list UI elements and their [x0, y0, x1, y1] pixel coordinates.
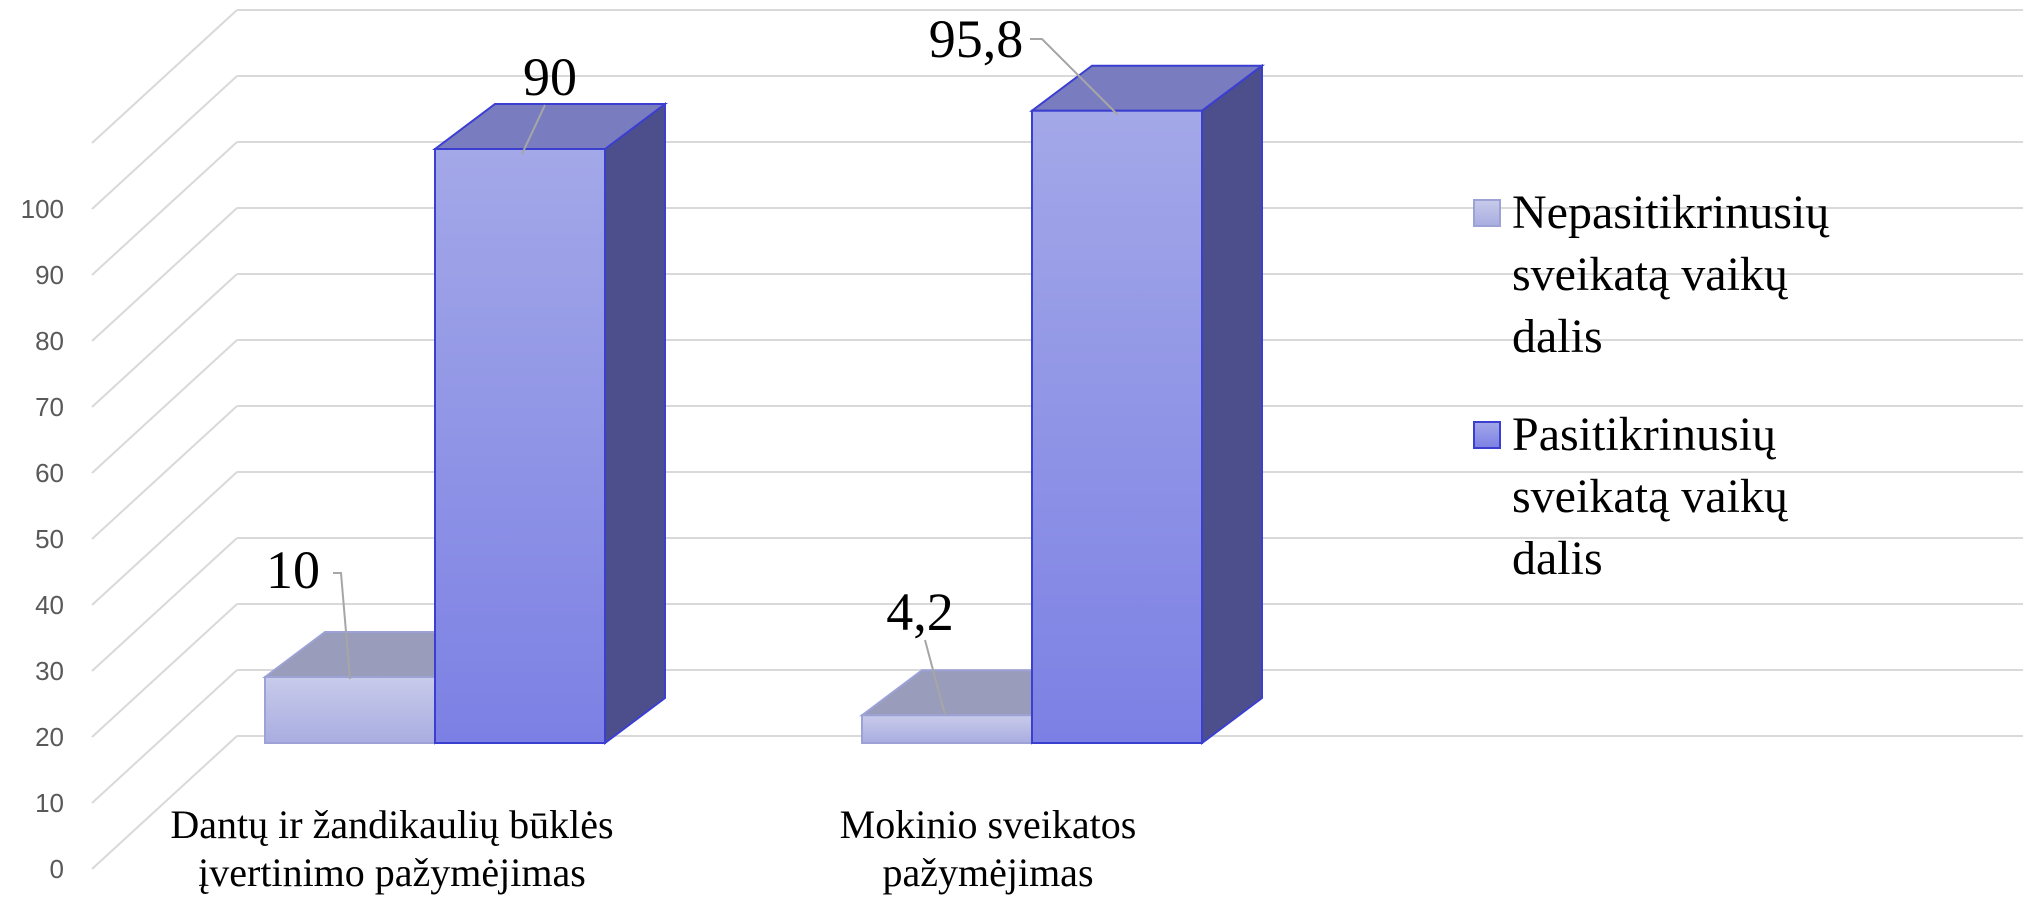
y-tick-label: 100 — [21, 194, 64, 224]
legend-label: Nepasitikrinusių — [1512, 186, 1830, 239]
bars — [262, 63, 1265, 745]
category-label: įvertinimo pažymėjimas — [198, 850, 586, 895]
y-tick-label: 40 — [35, 590, 64, 620]
y-tick-label: 60 — [35, 458, 64, 488]
leader-line — [924, 639, 946, 716]
data-label: 4,2 — [886, 582, 954, 642]
gridline-slant — [91, 537, 238, 672]
data-label: 95,8 — [929, 9, 1024, 69]
leader-line — [333, 572, 351, 680]
bar-front-face — [434, 148, 606, 744]
gridline-slant — [91, 9, 238, 144]
category-label: Mokinio sveikatos — [840, 802, 1137, 847]
bar-front-face — [861, 714, 1033, 745]
bar-side-face — [1201, 63, 1263, 745]
legend-label: dalis — [1512, 532, 1603, 585]
y-tick-label: 10 — [35, 788, 64, 818]
legend-swatch — [1473, 199, 1501, 227]
gridline-slant — [91, 669, 238, 804]
gridline-slant — [91, 141, 238, 276]
y-tick-label: 80 — [35, 326, 64, 356]
leader-line — [1030, 38, 1119, 116]
y-tick-label: 0 — [50, 854, 64, 884]
bar-side-face — [604, 102, 666, 745]
data-labels: 10 4,2 90 95,8 — [266, 9, 1023, 642]
y-tick-label: 20 — [35, 722, 64, 752]
bar-front-face — [264, 676, 436, 744]
y-axis-ticks: 0 10 20 30 40 50 60 70 80 90 100 — [21, 194, 64, 884]
gridline-slant — [91, 339, 238, 474]
leader-line — [521, 104, 546, 155]
gridline-slant — [91, 603, 238, 738]
category-label: Dantų ir žandikaulių būklės — [170, 802, 613, 847]
gridline-slant — [91, 735, 238, 870]
legend-label: sveikatą vaikų — [1512, 248, 1789, 301]
legend-label: dalis — [1512, 310, 1603, 363]
gridline-slant — [91, 471, 238, 606]
gridline-slant — [91, 75, 238, 210]
legend-label: Pasitikrinusių — [1512, 408, 1777, 461]
legend-swatch — [1473, 421, 1501, 449]
legend-label: sveikatą vaikų — [1512, 470, 1789, 523]
data-label: 10 — [266, 540, 320, 600]
gridline-slant — [91, 207, 238, 342]
y-tick-label: 90 — [35, 260, 64, 290]
gridline-slant — [91, 405, 238, 540]
data-label: 90 — [523, 47, 577, 107]
leader-lines — [333, 38, 1119, 716]
legend: Nepasitikrinusių sveikatą vaikų dalis Pasit… — [1473, 186, 1830, 585]
bar-front-face — [1031, 109, 1203, 745]
y-tick-label: 50 — [35, 524, 64, 554]
y-tick-label: 30 — [35, 656, 64, 686]
y-tick-label: 70 — [35, 392, 64, 422]
category-label: pažymėjimas — [882, 850, 1093, 895]
gridline-slant — [91, 273, 238, 408]
